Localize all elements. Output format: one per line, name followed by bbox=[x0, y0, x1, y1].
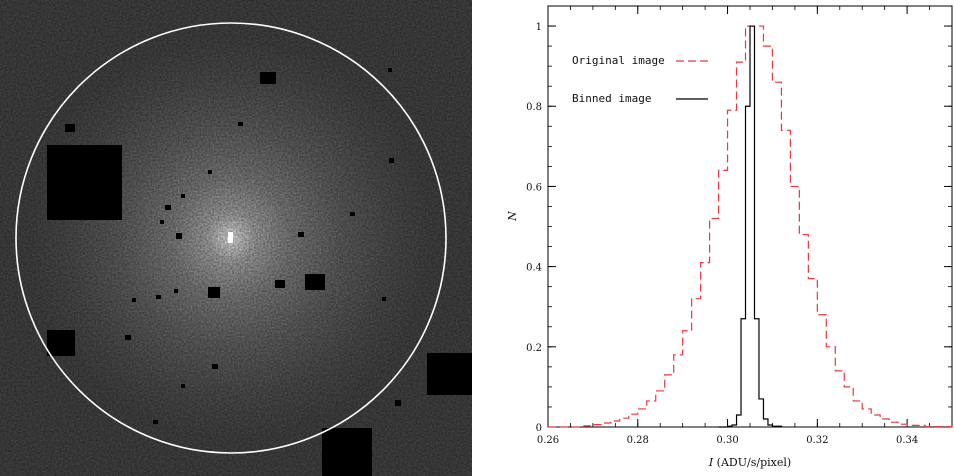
mask-square bbox=[389, 158, 394, 163]
axis-ticks bbox=[547, 6, 953, 428]
legend: Original image Binned image bbox=[572, 54, 708, 105]
mask-square bbox=[65, 124, 75, 132]
legend-label-binned: Binned image bbox=[572, 92, 651, 105]
mask-square bbox=[298, 232, 304, 237]
histogram-chart: 0.26 0.28 0.30 0.32 0.34 0 0.2 0.4 0.6 0.8 1 Origi… bbox=[506, 5, 953, 469]
y-tick-label-4: 0.8 bbox=[526, 102, 542, 113]
mask-square bbox=[181, 194, 185, 198]
mask-square bbox=[208, 287, 220, 298]
mask-square bbox=[212, 364, 218, 369]
mask-square bbox=[156, 295, 161, 299]
mask-square bbox=[238, 122, 243, 126]
x-tick-label-2: 0.30 bbox=[716, 435, 738, 446]
x-tick-label-1: 0.28 bbox=[627, 435, 649, 446]
mask-square bbox=[47, 145, 122, 220]
series-lines bbox=[548, 25, 953, 428]
y-tick-label-2: 0.4 bbox=[526, 263, 542, 274]
mask-square bbox=[382, 297, 386, 301]
mask-square bbox=[305, 274, 325, 290]
mask-square bbox=[165, 205, 171, 210]
x-tick-label-4: 0.34 bbox=[896, 435, 918, 446]
mask-square bbox=[208, 170, 212, 174]
mask-square bbox=[260, 72, 276, 84]
x-axis-title-unit: (ADU/s/pixel) bbox=[713, 456, 791, 469]
aperture-ellipse bbox=[15, 22, 447, 454]
masked-regions bbox=[47, 68, 472, 476]
galaxy-image bbox=[0, 0, 472, 476]
x-tick-label-3: 0.32 bbox=[806, 435, 828, 446]
mask-square bbox=[132, 298, 136, 302]
y-tick-label-3: 0.6 bbox=[526, 182, 542, 193]
mask-square bbox=[388, 68, 392, 72]
x-axis-title-symbol: I bbox=[708, 456, 714, 469]
mask-square bbox=[350, 212, 355, 216]
image-noise bbox=[0, 0, 472, 476]
x-axis-title: I (ADU/s/pixel) bbox=[708, 456, 791, 469]
y-tick-label-5: 1 bbox=[536, 22, 542, 33]
mask-square bbox=[153, 420, 158, 424]
galaxy-nucleus bbox=[228, 232, 233, 243]
mask-square bbox=[160, 220, 164, 224]
mask-square bbox=[275, 280, 285, 288]
mask-square bbox=[427, 353, 472, 395]
mask-square bbox=[395, 400, 401, 406]
axis-tick-labels: 0.26 0.28 0.30 0.32 0.34 0 0.2 0.4 0.6 0.8 1 bbox=[526, 22, 918, 446]
legend-label-original: Original image bbox=[572, 54, 665, 67]
mask-square bbox=[176, 233, 182, 239]
y-tick-label-1: 0.2 bbox=[526, 343, 542, 354]
y-axis-title: N bbox=[506, 211, 519, 222]
series-line-binned bbox=[718, 25, 783, 428]
series-line-original bbox=[548, 25, 953, 428]
mask-square bbox=[125, 335, 131, 340]
mask-square bbox=[322, 428, 372, 476]
y-tick-label-0: 0 bbox=[536, 423, 542, 434]
x-tick-label-0: 0.26 bbox=[537, 435, 559, 446]
mask-square bbox=[181, 384, 185, 388]
mask-square bbox=[47, 330, 75, 356]
mask-square bbox=[174, 289, 178, 293]
